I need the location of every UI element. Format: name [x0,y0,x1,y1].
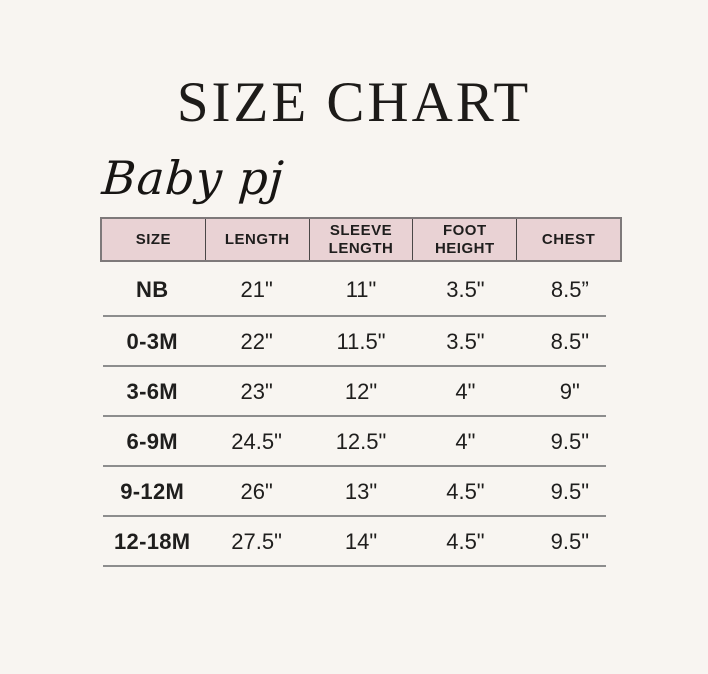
cell-foot_height: 4" [455,429,476,454]
column-header: LENGTH [204,219,309,260]
cell-sleeve_length: 14" [344,529,378,554]
cell-foot_height: 4.5" [446,479,485,504]
cell-length: 24.5" [231,429,282,454]
cell-sleeve_length: 11.5" [336,329,386,354]
table-body: NB 21" 11" 3.5" 8.5” 0-3M 22" 11.5" 3.5" 8.5" 3-6M… [100,262,622,567]
cell-length: 23" [240,379,273,404]
cell-chest: 8.5" [550,329,590,354]
cell-length: 26" [240,479,273,504]
cell-chest: 8.5” [550,276,589,302]
column-header: SIZE [135,230,172,248]
cell-chest: 9" [559,379,580,404]
table-row: 9-12M 26" 13" 4.5" 9.5" [100,467,622,517]
cell-chest: 9.5" [550,479,590,504]
cell-size: 3-6M [126,379,178,404]
column-header: CHEST [516,219,620,260]
cell-foot_height: 3.5" [446,329,485,354]
table-row: 6-9M 24.5" 12.5" 4" 9.5" [100,417,622,467]
cell-size: 6-9M [126,429,178,454]
cell-foot_height: 4.5" [446,529,485,554]
page-title: SIZE CHART [176,71,532,134]
cell-size: NB [136,276,169,302]
cell-sleeve_length: 12.5" [335,429,387,454]
column-header: FOOT HEIGHT [412,219,516,260]
cell-size: 9-12M [120,479,185,504]
cell-size: 12-18M [114,529,191,554]
cell-sleeve_length: 12" [344,379,378,404]
table-row: 12-18M 27.5" 14" 4.5" 9.5" [100,517,622,567]
cell-length: 27.5" [231,529,282,554]
cell-sleeve_length: 13" [344,479,378,504]
cell-foot_height: 3.5" [446,276,485,302]
cell-sleeve_length: 11" [345,276,377,302]
cell-chest: 9.5" [550,429,590,454]
table-header-row: SIZE LENGTH SLEEVE LENGTH FOOT HEIGHT CHEST [100,217,622,262]
brand-script-text: Baby pj [100,151,287,205]
size-chart-table: SIZE LENGTH SLEEVE LENGTH FOOT HEIGHT CHEST … [100,217,622,567]
cell-length: 21" [240,276,273,302]
column-header: SLEEVE LENGTH [308,219,413,260]
table-row: 3-6M 23" 12" 4" 9" [100,367,622,417]
table-row: 0-3M 22" 11.5" 3.5" 8.5" [100,317,622,367]
cell-length: 22" [240,329,273,354]
cell-foot_height: 4" [455,379,476,404]
table-row: NB 21" 11" 3.5" 8.5” [100,262,622,317]
cell-chest: 9.5" [550,529,590,554]
cell-size: 0-3M [126,329,178,354]
